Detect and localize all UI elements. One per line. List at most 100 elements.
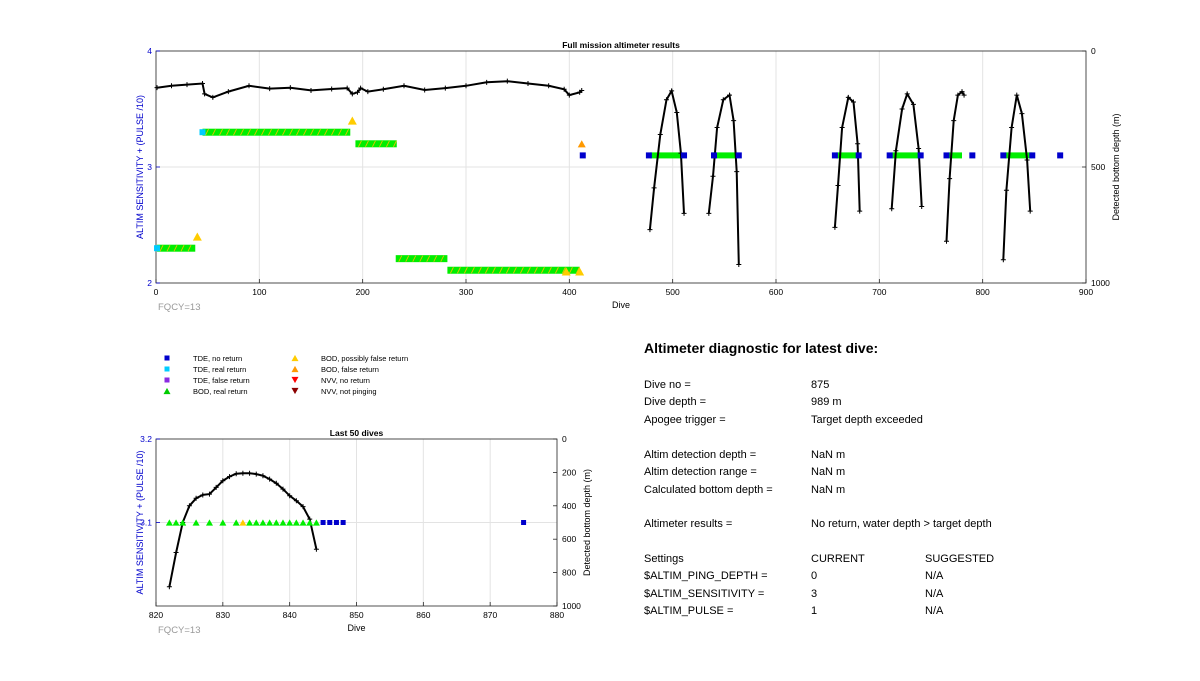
depth-marker xyxy=(349,91,355,97)
altim-depth-row: Altim detection depth = NaN m xyxy=(644,449,1184,465)
results-label: Altimeter results = xyxy=(644,518,733,530)
depth-marker xyxy=(225,89,231,95)
band-stripe xyxy=(159,244,164,252)
tde-no-return-marker xyxy=(735,152,742,159)
depth-curve xyxy=(833,95,861,228)
results-row: Altimeter results = No return, water dep… xyxy=(644,518,1184,534)
depth-marker xyxy=(358,85,364,91)
tde-real-return-marker xyxy=(199,129,206,136)
depth-marker xyxy=(566,92,572,98)
band-stripe xyxy=(419,255,424,262)
depth-marker xyxy=(355,89,360,95)
band-stripe xyxy=(338,128,342,136)
dive-depth-value: 989 m xyxy=(811,396,842,408)
legend-label: NVV, no return xyxy=(321,376,370,385)
depth-marker xyxy=(246,83,252,89)
band-stripe xyxy=(575,267,580,274)
x-tick-label: 900 xyxy=(1079,287,1093,297)
depth-marker xyxy=(344,85,350,91)
bod-possibly-false-marker xyxy=(239,519,247,526)
depth-marker xyxy=(736,261,742,267)
depth-marker xyxy=(463,83,469,89)
depth-marker xyxy=(857,208,863,214)
depth-marker xyxy=(947,176,953,182)
tde-no-return-marker xyxy=(969,152,976,159)
depth-marker xyxy=(851,99,856,105)
band-stripe xyxy=(331,128,335,136)
suggested-header: SUGGESTED xyxy=(925,553,995,565)
sensitivity-label: $ALTIM_SENSITIVITY = xyxy=(644,588,765,600)
band-stripe xyxy=(477,267,482,274)
bod-real-band xyxy=(649,152,683,159)
depth-marker xyxy=(904,91,910,97)
calc-bottom-label: Calculated bottom depth = xyxy=(644,484,773,496)
y2-tick-label: 600 xyxy=(562,534,576,544)
bod-real-marker xyxy=(286,519,294,526)
apogee-row: Apogee trigger = Target depth exceeded xyxy=(644,414,1184,430)
depth-marker xyxy=(714,125,720,131)
depth-marker xyxy=(280,486,286,492)
dive-no-row: Dive no = 875 xyxy=(644,379,1184,395)
bod-real-band xyxy=(711,152,737,159)
chart-title: Last 50 dives xyxy=(330,428,384,438)
y-tick-label: 3.1 xyxy=(140,518,152,528)
depth-marker xyxy=(1000,257,1006,263)
x-axis-label: Dive xyxy=(612,300,630,310)
band-stripe xyxy=(296,128,300,136)
x-tick-label: 840 xyxy=(283,610,297,620)
depth-marker xyxy=(832,224,838,230)
settings-header-row: Settings CURRENT SUGGESTED xyxy=(644,553,1184,569)
depth-line xyxy=(168,472,318,587)
bod-possibly-false-marker xyxy=(575,267,585,276)
bod-real-marker xyxy=(279,519,287,526)
band-stripe xyxy=(512,267,517,274)
y-axis-label: ALTIM SENSITIVITY + (PULSE /10) xyxy=(135,451,145,595)
depth-marker xyxy=(647,227,653,233)
x-tick-label: 400 xyxy=(562,287,576,297)
depth-marker xyxy=(734,169,740,175)
depth-marker xyxy=(154,85,160,91)
band-stripe xyxy=(180,244,185,252)
bod-real-marker xyxy=(205,519,213,526)
apogee-value: Target depth exceeded xyxy=(811,414,923,426)
apogee-label: Apogee trigger = xyxy=(644,414,726,426)
depth-marker xyxy=(546,83,552,89)
tde-no-return-marker xyxy=(886,152,893,159)
depth-curve xyxy=(1002,94,1032,260)
depth-marker xyxy=(944,238,949,244)
depth-marker xyxy=(329,86,335,92)
depth-marker xyxy=(200,492,206,498)
diagnostic-title: Altimeter diagnostic for latest dive: xyxy=(644,340,879,356)
legend-triangle-marker xyxy=(291,354,299,362)
chart-title: Full mission altimeter results xyxy=(562,40,680,50)
ping-depth-suggested: N/A xyxy=(925,570,944,582)
depth-marker xyxy=(210,94,216,100)
depth-marker xyxy=(273,480,279,486)
x-tick-label: 0 xyxy=(154,287,159,297)
legend-square-marker xyxy=(164,366,170,372)
bod-real-marker xyxy=(259,519,267,526)
depth-marker xyxy=(845,94,851,100)
bod-real-marker xyxy=(219,519,227,526)
band-stripe xyxy=(233,128,237,136)
y-tick-label: 3.2 xyxy=(140,434,152,444)
band-stripe xyxy=(187,244,192,252)
settings-label: Settings xyxy=(644,553,684,565)
dive-no-value: 875 xyxy=(811,379,830,391)
tde-no-return-marker xyxy=(521,520,527,525)
band-stripe xyxy=(456,267,461,274)
legend-label: BOD, possibly false return xyxy=(321,354,408,363)
bod-possibly-false-marker xyxy=(192,232,202,241)
depth-marker xyxy=(1024,157,1030,163)
band-stripe xyxy=(498,267,503,274)
x-tick-label: 200 xyxy=(356,287,370,297)
depth-marker xyxy=(916,145,922,151)
y2-tick-label: 1000 xyxy=(562,601,581,611)
altim-range-label: Altim detection range = xyxy=(644,466,757,478)
depth-marker xyxy=(706,210,712,216)
tde-no-return-marker xyxy=(327,520,333,525)
band-stripe xyxy=(484,267,489,274)
x-tick-label: 300 xyxy=(459,287,473,297)
depth-marker xyxy=(1014,92,1020,98)
ping-depth-current: 0 xyxy=(811,570,818,582)
